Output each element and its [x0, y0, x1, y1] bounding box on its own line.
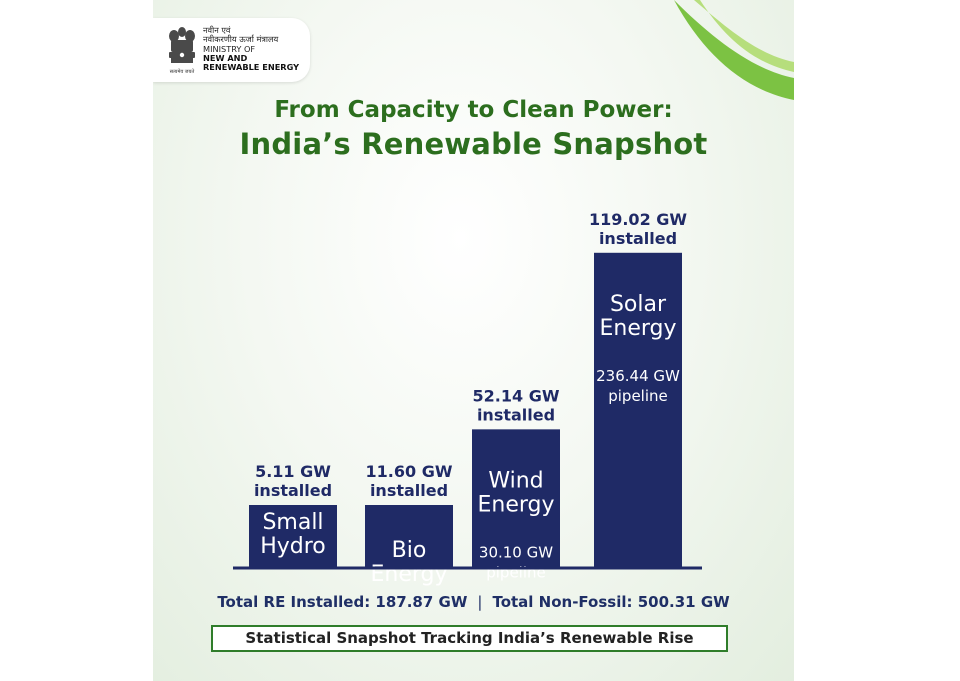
installed-value-bio-energy: 11.60 GW	[366, 462, 453, 481]
category-name-small-hydro-2: Hydro	[260, 534, 326, 559]
pipeline-word-solar-energy: pipeline	[608, 387, 668, 405]
ministry-logo: सत्यमेव जयते नवीन एवं नवीकरणीय ऊर्जा मंत…	[153, 18, 310, 82]
category-name-solar-energy-1: Solar	[610, 292, 667, 317]
logo-english-line-3: RENEWABLE ENERGY	[203, 62, 300, 72]
category-name-wind-energy-1: Wind	[488, 468, 543, 493]
bar-wind-energy	[472, 429, 560, 567]
summary-separator: |	[477, 593, 483, 611]
page-title-line-2: India’s Renewable Snapshot	[239, 127, 708, 161]
pipeline-value-solar-energy: 236.44 GW	[596, 367, 680, 385]
installed-word-wind-energy: installed	[477, 405, 555, 424]
installed-word-bio-energy: installed	[370, 481, 448, 500]
category-name-bio-energy-1: Bio	[392, 538, 427, 563]
pipeline-value-wind-energy: 30.10 GW	[479, 543, 553, 561]
summary-totals: Total RE Installed: 187.87 GW | Total Non-…	[153, 593, 794, 611]
logo-hindi-line-2: नवीकरणीय ऊर्जा मंत्रालय	[203, 34, 279, 44]
installed-value-wind-energy: 52.14 GW	[473, 386, 560, 405]
bar-bio-energy	[365, 505, 453, 567]
tagline-box: Statistical Snapshot Tracking India’s Re…	[211, 625, 728, 652]
logo-english-line-2: NEW AND	[203, 53, 248, 63]
pipeline-word-wind-energy: pipeline	[486, 563, 546, 581]
logo-hindi-line-1: नवीन एवं	[203, 25, 231, 35]
installed-word-solar-energy: installed	[599, 229, 677, 248]
installed-value-solar-energy: 119.02 GW	[589, 210, 687, 229]
total-non-fossil: Total Non-Fossil: 500.31 GW	[492, 593, 730, 611]
emblem-motto: सत्यमेव जयते	[170, 68, 195, 75]
total-re-installed: Total RE Installed: 187.87 GW	[217, 593, 468, 611]
national-emblem-icon: सत्यमेव जयते	[169, 27, 195, 75]
poster: सत्यमेव जयते नवीन एवं नवीकरणीय ऊर्जा मंत…	[153, 0, 794, 681]
bar-solar-energy	[594, 252, 682, 567]
category-name-solar-energy-2: Energy	[599, 316, 676, 341]
category-name-bio-energy-2: Energy	[370, 562, 447, 587]
installed-value-small-hydro: 5.11 GW	[255, 462, 331, 481]
bar-small-hydro	[249, 505, 337, 567]
page-title-line-1: From Capacity to Clean Power:	[274, 97, 673, 123]
installed-word-small-hydro: installed	[254, 481, 332, 500]
category-name-wind-energy-2: Energy	[477, 492, 554, 517]
logo-english-line-1: MINISTRY OF	[203, 44, 256, 54]
category-name-small-hydro-1: Small	[262, 510, 323, 535]
leaf-swoosh-decoration	[674, 0, 794, 100]
